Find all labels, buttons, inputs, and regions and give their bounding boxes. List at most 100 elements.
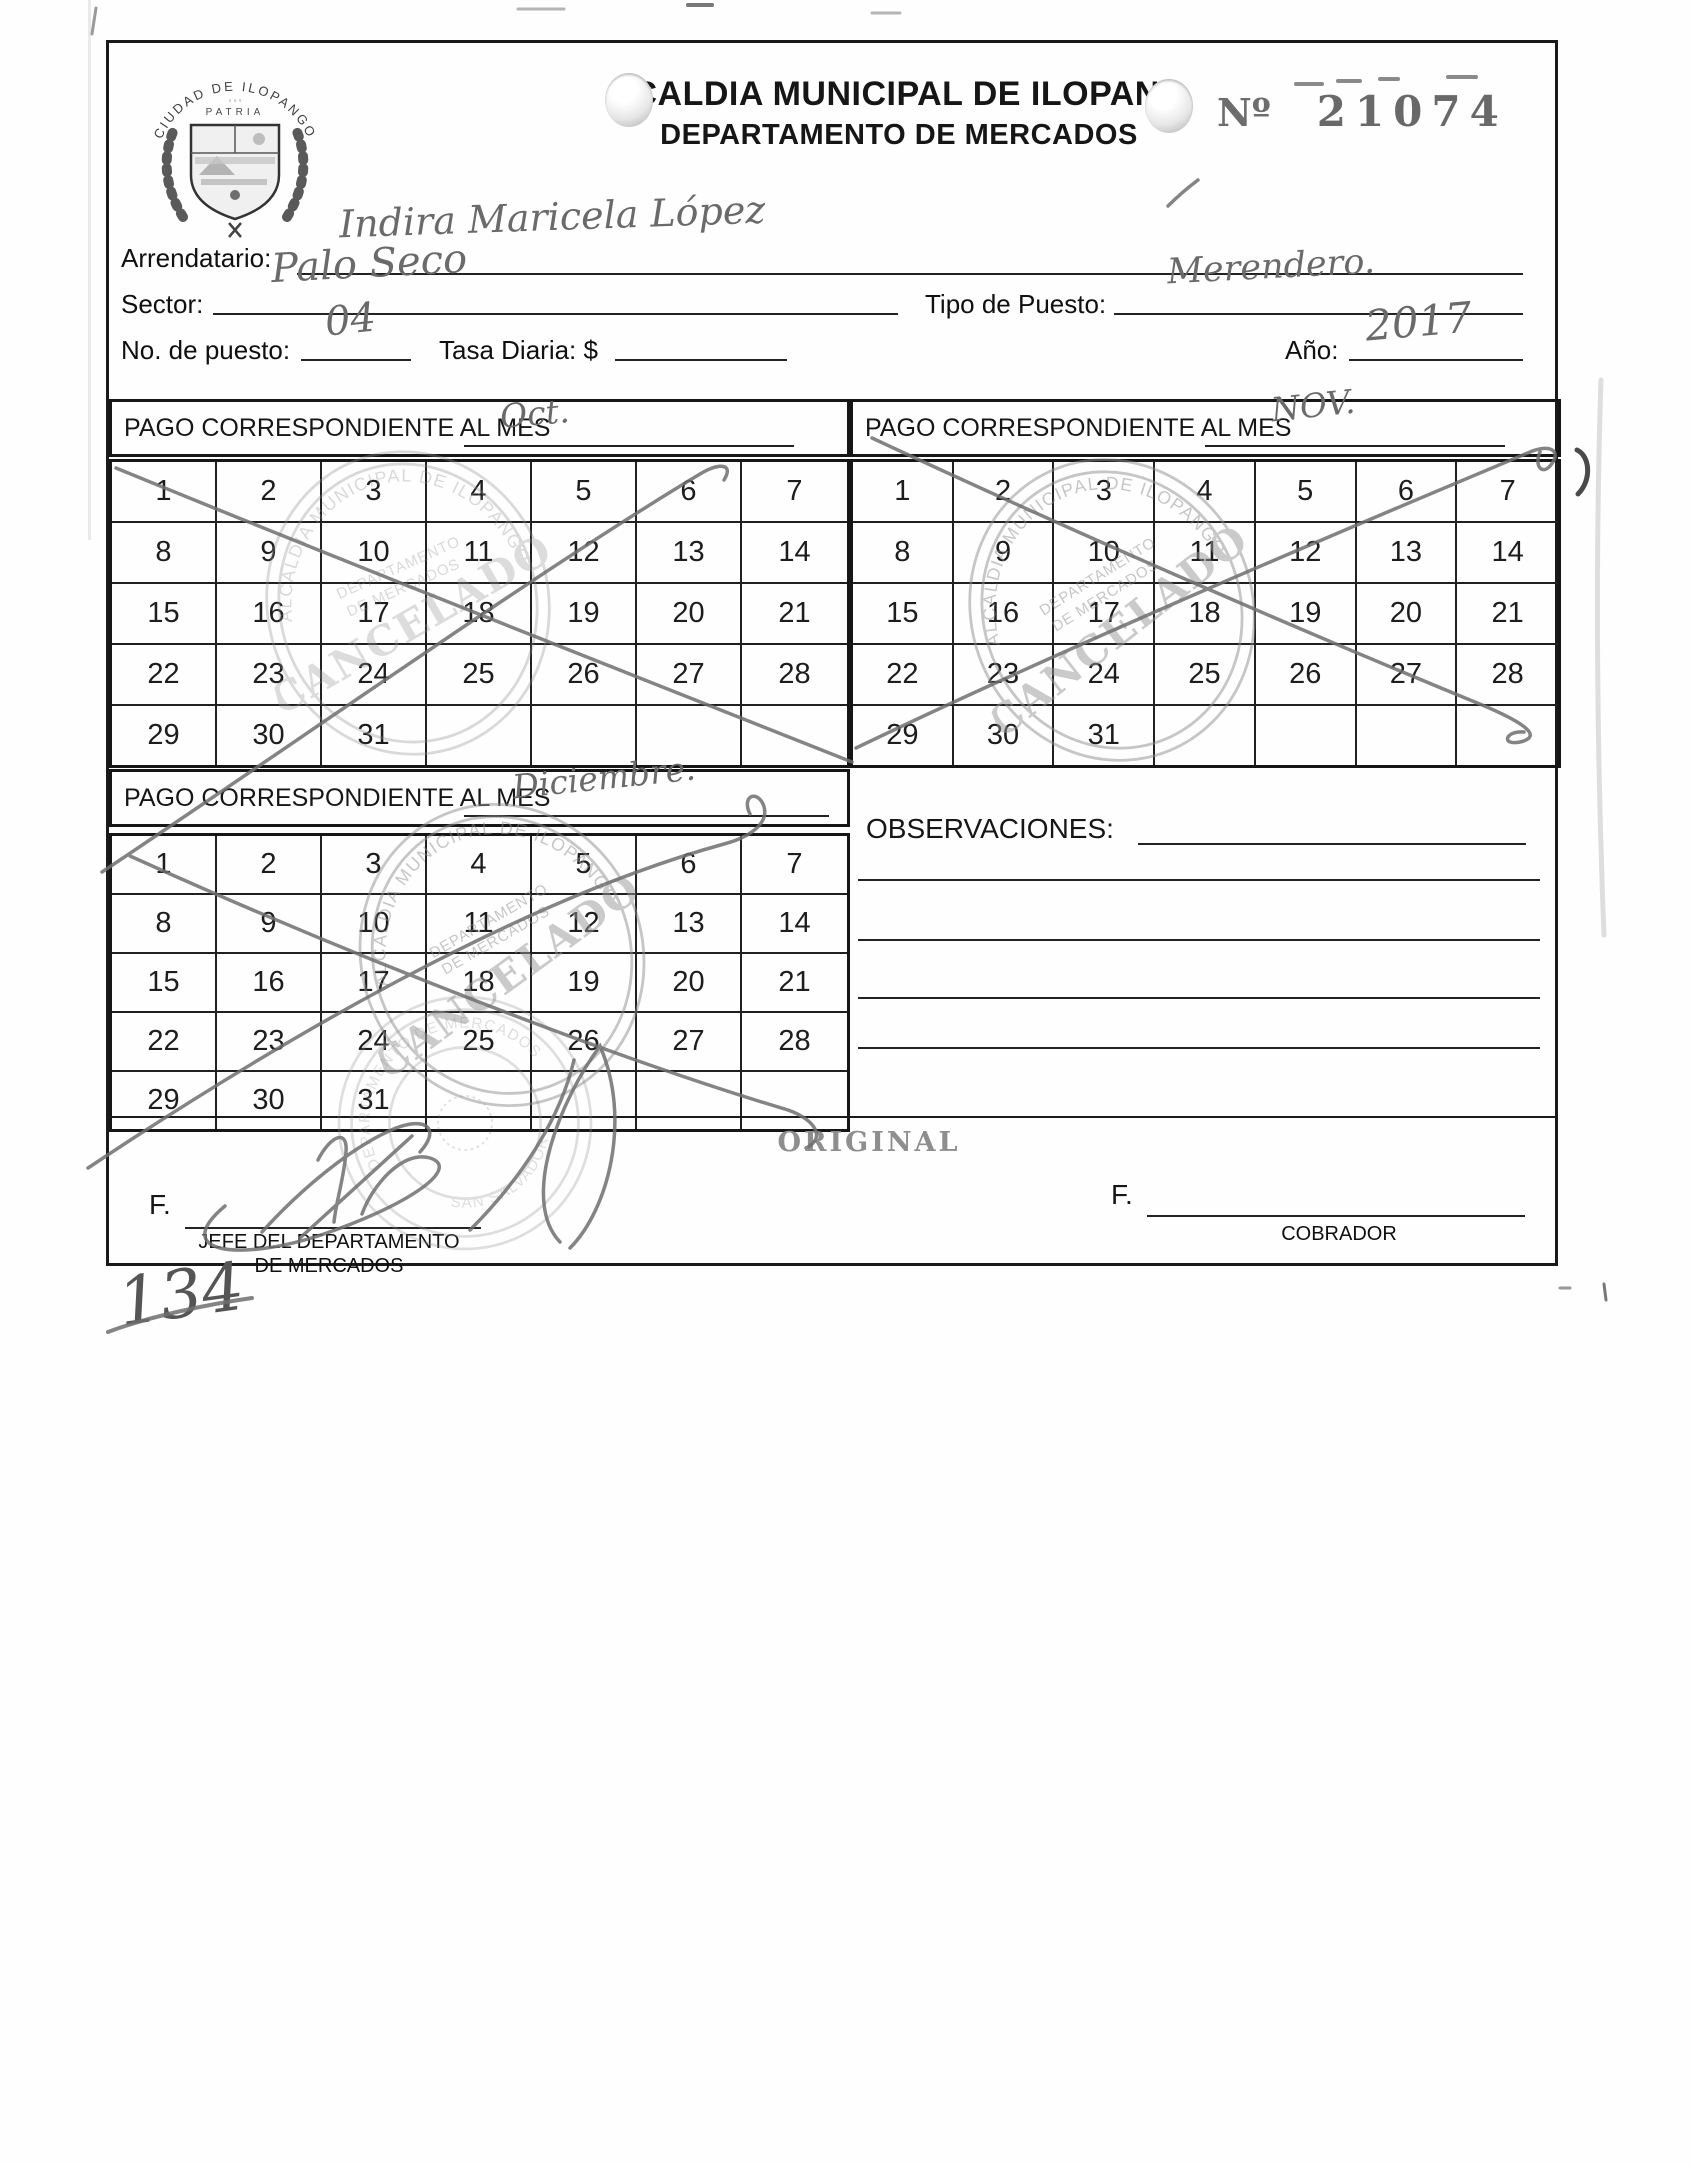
day-cell: 6 <box>637 462 742 523</box>
day-cell: 24 <box>322 1013 427 1072</box>
day-cell: 13 <box>1356 523 1458 584</box>
day-cell: 24 <box>322 645 427 706</box>
calendar-label: PAGO CORRESPONDIENTE AL MES <box>124 413 551 442</box>
day-cell: 13 <box>637 523 742 584</box>
day-cell: 14 <box>1457 523 1558 584</box>
day-cell: 19 <box>1255 584 1357 645</box>
day-cell: 9 <box>953 523 1055 584</box>
day-cell <box>1457 706 1558 765</box>
day-cell: 15 <box>853 584 954 645</box>
sector-value: Palo Seco <box>269 235 469 293</box>
day-cell: 16 <box>217 954 322 1013</box>
scan-artifact <box>90 6 98 36</box>
day-cell: 7 <box>1457 462 1558 523</box>
calendar-december-header: PAGO CORRESPONDIENTE AL MES Diciembre. <box>109 749 850 827</box>
footer-divider <box>109 1116 1555 1118</box>
calendar-label: PAGO CORRESPONDIENTE AL MES <box>865 413 1292 442</box>
arrendatario-line <box>297 273 1523 275</box>
day-cell: 27 <box>637 645 742 706</box>
left-role-line2: DE MERCADOS <box>254 1255 404 1277</box>
smudge-blob-right <box>1145 79 1193 133</box>
copy-type-stamp: ORIGINAL <box>777 1127 961 1158</box>
day-cell: 31 <box>1054 706 1156 765</box>
day-cell: 27 <box>637 1013 742 1072</box>
day-cell: 23 <box>953 645 1055 706</box>
observations-label: OBSERVACIONES: <box>866 813 1114 844</box>
day-cell: 4 <box>427 462 532 523</box>
day-cell: 24 <box>1054 645 1156 706</box>
day-cell: 11 <box>427 895 532 954</box>
day-cell: 19 <box>532 584 637 645</box>
day-cell: 18 <box>427 584 532 645</box>
day-cell: 3 <box>322 836 427 895</box>
day-cell: 11 <box>427 523 532 584</box>
tipo-puesto-line <box>1114 313 1523 315</box>
day-cell: 6 <box>637 836 742 895</box>
arrendatario-value: Indira Maricela López <box>338 187 766 247</box>
market-payment-form: CIUDAD DE ILOPANGO ◦ ◦ ◦ PATRIA LCALDIA … <box>106 40 1561 1277</box>
observations-line <box>1138 843 1526 845</box>
calendar-december-grid: 1 2 3 4 5 6 7 8 9 10 11 12 13 14 15 16 17 18 19 20 21 22 23 24 2… <box>109 833 850 1132</box>
day-cell: 4 <box>427 836 532 895</box>
form-subtitle: DEPARTAMENTO DE MERCADOS <box>660 119 1138 151</box>
day-cell <box>742 706 847 765</box>
month-line <box>464 445 794 447</box>
day-cell: 14 <box>742 523 847 584</box>
day-cell: 5 <box>532 462 637 523</box>
observations-line <box>858 997 1540 999</box>
day-cell: 9 <box>217 523 322 584</box>
day-cell: 23 <box>217 1013 322 1072</box>
day-cell: 29 <box>112 706 217 765</box>
day-cell: 21 <box>1457 584 1558 645</box>
no-puesto-value: 04 <box>322 294 379 346</box>
day-cell: 26 <box>532 1013 637 1072</box>
day-cell <box>427 706 532 765</box>
tasa-diaria-line <box>615 359 787 361</box>
smudge-blob-left <box>605 73 653 127</box>
day-cell: 30 <box>217 706 322 765</box>
day-cell: 28 <box>742 645 847 706</box>
day-cell <box>1155 706 1256 765</box>
calendar-label: PAGO CORRESPONDIENTE AL MES <box>124 783 551 812</box>
day-cell: 7 <box>742 462 847 523</box>
day-cell: 20 <box>637 584 742 645</box>
tipo-puesto-label: Tipo de Puesto: <box>925 289 1107 319</box>
day-cell: 10 <box>322 895 427 954</box>
day-cell: 8 <box>112 895 217 954</box>
calendar-october-grid: 1 2 3 4 5 6 7 8 9 10 11 12 13 14 15 16 17 18 19 20 21 22 23 24 2… <box>109 459 850 768</box>
calendar-november-header: PAGO CORRESPONDIENTE AL MES NOV. <box>850 382 1561 457</box>
day-cell: 30 <box>217 1072 322 1129</box>
right-signature-prefix: F. <box>1111 1179 1133 1210</box>
calendar-november-grid: 1 2 3 4 5 6 7 8 9 10 11 12 13 14 15 16 17 18 19 20 21 22 23 24 2… <box>850 459 1561 768</box>
day-cell: 8 <box>112 523 217 584</box>
day-cell <box>532 1072 637 1129</box>
day-cell: 5 <box>532 836 637 895</box>
calendar-october-header: PAGO CORRESPONDIENTE AL MES Oct. <box>109 391 850 457</box>
arrendatario-label: Arrendatario: <box>121 243 272 273</box>
svg-text:◦ ◦ ◦: ◦ ◦ ◦ <box>229 96 242 105</box>
day-cell <box>1357 706 1458 765</box>
day-cell: 13 <box>637 895 742 954</box>
day-cell: 21 <box>742 954 847 1013</box>
day-cell: 4 <box>1155 462 1256 523</box>
day-cell: 27 <box>1356 645 1458 706</box>
anio-line <box>1349 359 1523 361</box>
scan-artifact <box>1574 447 1591 497</box>
no-puesto-line <box>301 359 411 361</box>
day-cell: 29 <box>853 706 954 765</box>
right-signature-line <box>1147 1215 1525 1217</box>
day-cell: 20 <box>637 954 742 1013</box>
paper-edge-mark <box>1594 377 1607 938</box>
day-cell: 17 <box>322 584 427 645</box>
day-cell: 3 <box>322 462 427 523</box>
handwritten-sheet-number: 134 <box>113 1247 249 1342</box>
day-cell <box>637 1072 742 1129</box>
day-cell: 28 <box>742 1013 847 1072</box>
sector-label: Sector: <box>121 289 204 319</box>
day-cell: 3 <box>1054 462 1156 523</box>
form-number-label: Nº <box>1217 90 1271 135</box>
tipo-puesto-value: Merendero. <box>1166 241 1376 293</box>
day-cell: 17 <box>322 954 427 1013</box>
